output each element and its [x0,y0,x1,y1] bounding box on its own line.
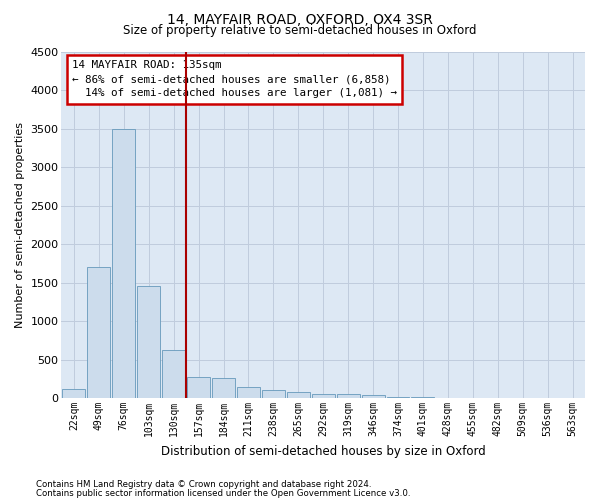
Bar [212,378,235,398]
Bar [162,350,185,398]
Bar [112,128,135,398]
Bar [287,392,310,398]
Text: Contains HM Land Registry data © Crown copyright and database right 2024.: Contains HM Land Registry data © Crown c… [36,480,371,489]
X-axis label: Distribution of semi-detached houses by size in Oxford: Distribution of semi-detached houses by … [161,444,485,458]
Bar [337,394,359,398]
Text: Size of property relative to semi-detached houses in Oxford: Size of property relative to semi-detach… [123,24,477,37]
Bar [312,394,335,398]
Bar [187,378,210,398]
Title: 14, MAYFAIR ROAD, OXFORD, OX4 3SR
Size of property relative to semi-detached hou: 14, MAYFAIR ROAD, OXFORD, OX4 3SR Size o… [0,499,1,500]
Bar [262,390,285,398]
Bar [237,387,260,398]
Text: 14, MAYFAIR ROAD, OXFORD, OX4 3SR: 14, MAYFAIR ROAD, OXFORD, OX4 3SR [167,12,433,26]
Bar [88,267,110,398]
Bar [62,389,85,398]
Bar [137,286,160,398]
Y-axis label: Number of semi-detached properties: Number of semi-detached properties [15,122,25,328]
Text: 14 MAYFAIR ROAD: 135sqm
← 86% of semi-detached houses are smaller (6,858)
  14% : 14 MAYFAIR ROAD: 135sqm ← 86% of semi-de… [72,60,397,98]
Bar [386,396,409,398]
Bar [362,396,385,398]
Text: Contains public sector information licensed under the Open Government Licence v3: Contains public sector information licen… [36,488,410,498]
